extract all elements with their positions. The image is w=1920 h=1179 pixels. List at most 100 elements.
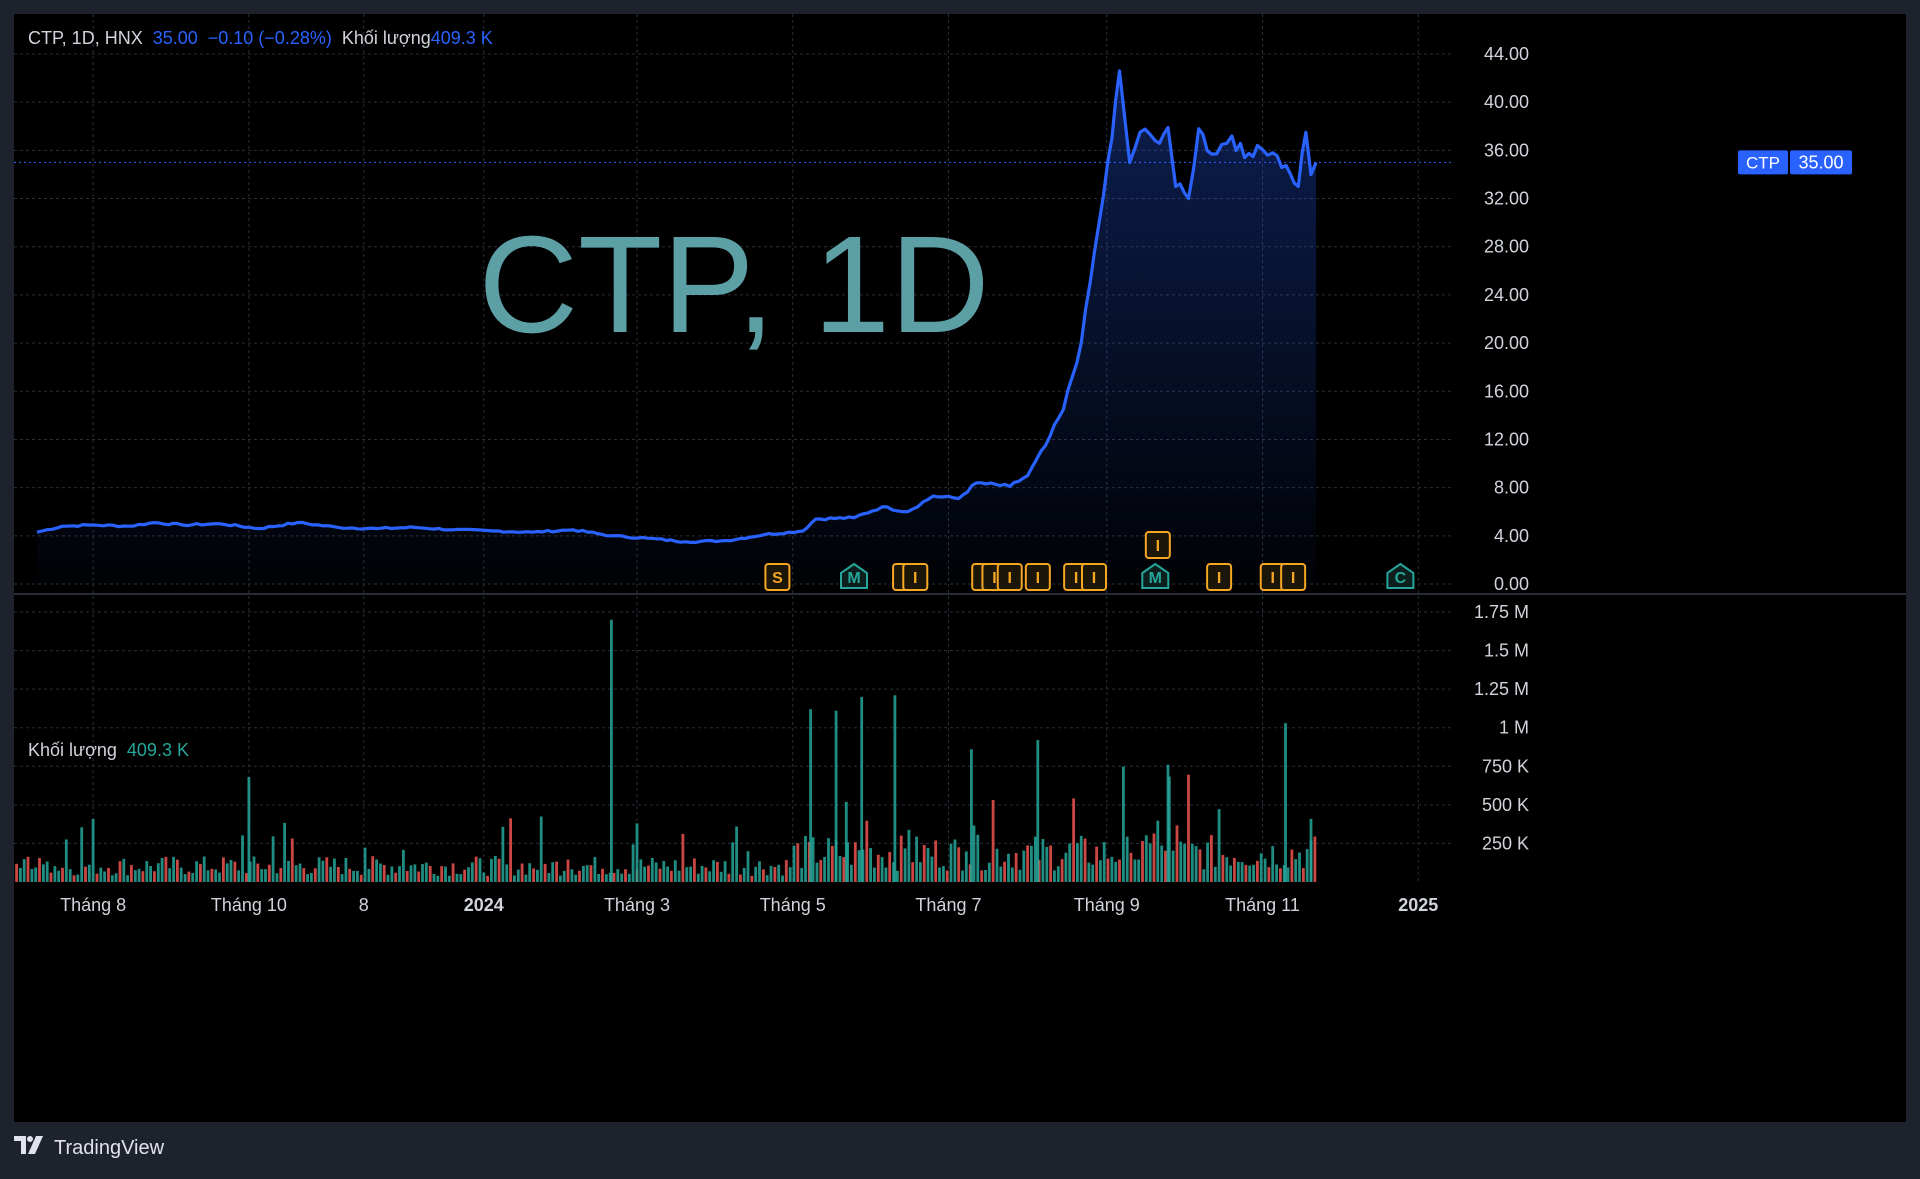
volume-bar	[662, 861, 666, 882]
volume-bar	[815, 862, 819, 882]
symbol-legend[interactable]: CTP, 1D, HNX 35.00 −0.10 (−0.28%) Khối l…	[28, 28, 493, 49]
volume-bar	[160, 858, 164, 882]
volume-bar	[792, 845, 796, 882]
volume-bar	[735, 826, 738, 882]
volume-axis-label: 1 M	[1499, 718, 1529, 738]
volume-bar	[1118, 859, 1121, 882]
tradingview-brand[interactable]: TradingView	[54, 1136, 165, 1159]
price-tag-value: 35.00	[1798, 152, 1843, 172]
time-axis-label: Tháng 9	[1074, 895, 1140, 915]
volume-bar	[999, 866, 1003, 882]
volume-bar	[562, 870, 566, 882]
volume-bar	[727, 873, 731, 882]
time-axis-label: Tháng 11	[1225, 895, 1300, 915]
volume-bar	[264, 869, 267, 882]
volume-bar	[440, 866, 444, 882]
volume-bar	[1286, 867, 1290, 882]
volume-bar	[582, 865, 585, 882]
volume-bar	[758, 861, 761, 882]
volume-bar	[72, 875, 76, 882]
event-marker-i: I	[1206, 563, 1233, 591]
volume-bar	[1202, 869, 1206, 882]
price-tag-value-bg	[1790, 150, 1852, 175]
event-marker-i: I	[1024, 563, 1051, 591]
volume-bar	[593, 856, 597, 882]
event-label: I	[1036, 570, 1040, 587]
volume-bar	[524, 874, 528, 882]
volume-bar	[371, 856, 375, 882]
volume-bar	[654, 862, 658, 882]
event-box	[1144, 531, 1171, 559]
volume-bar	[539, 816, 543, 882]
volume-bar	[398, 866, 401, 882]
price-axis-label: 12.00	[1484, 429, 1529, 449]
volume-bar	[15, 863, 18, 882]
volume-bar	[926, 848, 930, 882]
volume-bar	[359, 874, 363, 882]
volume-bar	[520, 863, 524, 882]
volume-bar	[809, 709, 812, 882]
volume-bar	[317, 857, 321, 882]
volume-bar	[1279, 868, 1282, 882]
price-axis-label: 36.00	[1484, 140, 1529, 160]
volume-bar	[141, 871, 145, 882]
volume-bar	[1036, 740, 1040, 882]
volume-bar	[842, 857, 846, 882]
volume-axis-label: 1.75 M	[1474, 602, 1529, 622]
volume-bar	[34, 867, 38, 882]
volume-pane-value: 409.3 K	[126, 740, 189, 760]
volume-bar	[700, 865, 704, 882]
price-axis-label: 0.00	[1494, 574, 1529, 594]
volume-bar	[762, 869, 765, 882]
volume-bar	[1217, 809, 1221, 882]
time-axis-label: Tháng 7	[915, 895, 981, 915]
chart-canvas[interactable]: CTP, 1DSMIIIIIIIIMIIICI44.0040.0036.0032…	[14, 14, 1906, 1122]
volume-bar	[1156, 820, 1160, 882]
volume-bar	[754, 866, 758, 882]
volume-bar	[57, 870, 61, 882]
volume-bar	[356, 870, 359, 882]
volume-bar	[773, 866, 777, 882]
volume-bar	[344, 858, 348, 882]
volume-bar	[844, 801, 848, 882]
volume-bar	[930, 856, 934, 882]
volume-bar	[1068, 843, 1072, 882]
volume-bar	[681, 833, 685, 882]
volume-bar	[1160, 845, 1164, 882]
event-marker-s: S	[764, 563, 791, 591]
volume-bar	[19, 867, 22, 882]
volume-bar	[1267, 867, 1271, 882]
chart-panel[interactable]: CTP, 1DSMIIIIIIIIMIIICI44.0040.0036.0032…	[14, 14, 1906, 1122]
event-label: I	[1074, 570, 1078, 587]
last-price: 35.00	[152, 28, 198, 48]
volume-bar	[168, 868, 172, 882]
volume-bar	[191, 873, 195, 882]
event-box	[1280, 563, 1307, 591]
volume-bar	[536, 869, 539, 882]
volume-bar	[961, 870, 964, 882]
price-line	[36, 69, 1318, 544]
volume-bar	[126, 875, 129, 882]
volume-bar	[218, 872, 221, 882]
volume-bar	[666, 866, 669, 882]
volume-legend-label: Khối lượng	[341, 28, 431, 48]
volume-bar	[199, 864, 202, 882]
volume-legend[interactable]: Khối lượng 409.3 K	[28, 740, 189, 761]
volume-bar	[612, 872, 616, 882]
volume-bar	[61, 867, 64, 882]
event-marker-c: C	[1386, 562, 1415, 589]
tradingview-logo-icon[interactable]	[14, 1136, 46, 1160]
volume-bar	[1271, 846, 1275, 882]
price-axis-label: 16.00	[1484, 381, 1529, 401]
volume-bar	[804, 836, 807, 882]
volume-bar	[857, 850, 861, 882]
volume-axis-label: 750 K	[1482, 756, 1529, 776]
event-label: M	[847, 570, 860, 587]
event-marker-i: I	[1259, 563, 1286, 591]
volume-bar	[225, 863, 229, 882]
volume-bar	[30, 868, 34, 882]
event-label: I	[1008, 570, 1012, 587]
volume-bar	[1305, 849, 1309, 882]
price-axis-label: 40.00	[1484, 92, 1529, 112]
volume-bar	[413, 864, 417, 882]
